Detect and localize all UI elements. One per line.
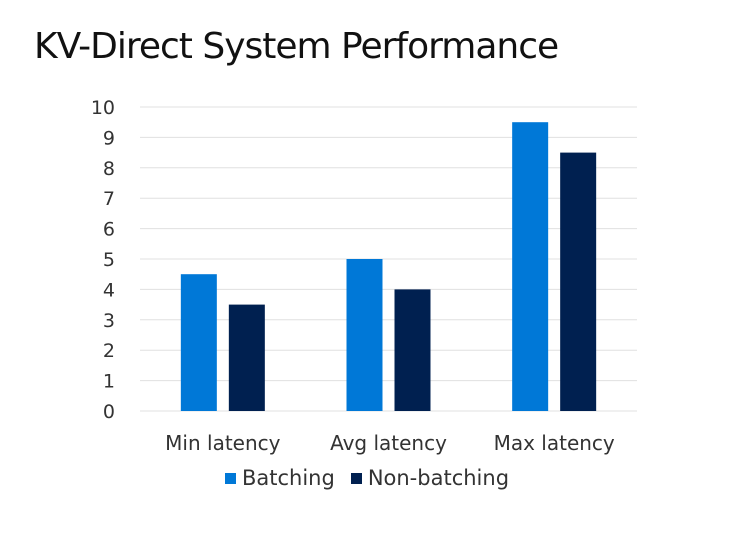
legend: Batching Non-batching [0,466,734,490]
y-tick-label: 10 [91,97,115,119]
y-tick-label: 3 [103,310,115,332]
legend-label-batching: Batching [241,466,335,490]
legend-swatch-batching [224,472,236,484]
x-category-label: Avg latency [330,431,447,455]
bar-batching [512,122,549,411]
y-tick-label: 8 [103,158,115,180]
legend-swatch-non-batching [350,472,362,484]
x-category-label: Max latency [494,431,615,455]
y-axis-ticks: 0 1 2 3 4 5 6 7 8 9 10 [91,97,115,423]
y-tick-label: 0 [103,401,115,423]
category-labels: Min latency Avg latency Max latency [165,431,615,455]
gridlines [140,106,637,412]
y-tick-label: 1 [103,371,115,393]
legend-label-non-batching: Non-batching [367,466,510,490]
legend-item-non-batching: Non-batching [350,466,510,490]
bar-non-batching [394,289,431,411]
y-tick-label: 5 [103,249,115,271]
x-category-label: Min latency [165,431,280,455]
y-tick-label: 4 [103,279,115,301]
y-tick-label: 6 [103,219,115,241]
y-tick-label: 7 [103,188,115,210]
y-tick-label: 2 [103,340,115,362]
bar-batching [180,274,217,411]
bar-non-batching [560,152,597,411]
y-tick-label: 9 [103,127,115,149]
bar-non-batching [228,304,265,411]
bars [180,122,597,411]
chart-title: KV-Direct System Performance [34,26,559,67]
bar-batching [346,259,383,411]
legend-item-batching: Batching [224,466,335,490]
